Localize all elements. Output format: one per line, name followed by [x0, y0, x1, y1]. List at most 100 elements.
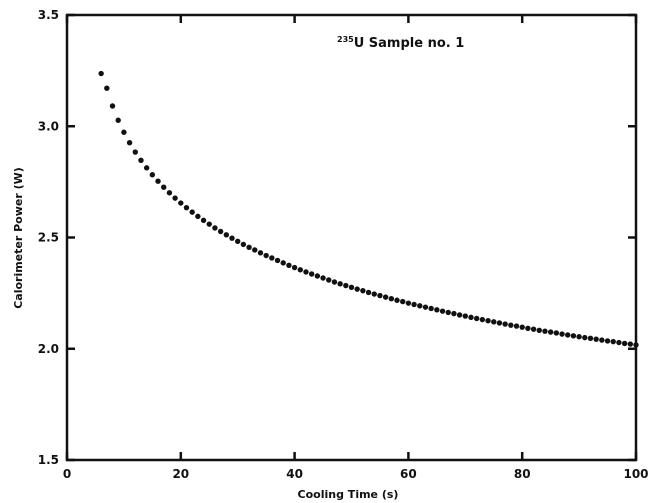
data-point	[161, 184, 167, 190]
data-point	[291, 264, 298, 271]
data-point	[155, 178, 161, 184]
data-point	[451, 310, 457, 317]
data-point	[553, 330, 560, 336]
data-point	[400, 298, 406, 305]
data-point	[570, 333, 577, 339]
data-point	[525, 325, 531, 331]
data-point	[439, 308, 446, 314]
data-point	[604, 338, 611, 344]
tick-labels: 0 20 40 60 80 100 1.5 2.0 2.5 3.0 3.5	[38, 8, 649, 481]
data-point	[621, 340, 628, 347]
data-point	[485, 318, 491, 324]
annotation-superscript: 235	[337, 35, 354, 44]
annotation: 235U Sample no. 1	[337, 35, 464, 51]
data-point	[377, 292, 383, 299]
data-point	[223, 232, 230, 238]
data-point	[149, 172, 156, 178]
data-point	[343, 282, 349, 289]
data-point	[235, 238, 241, 244]
data-point	[303, 269, 309, 275]
data-point	[263, 252, 269, 259]
x-tick-label: 60	[400, 467, 417, 481]
data-point	[559, 331, 565, 337]
x-tick-label: 0	[63, 467, 71, 481]
data-point	[104, 85, 110, 91]
data-point	[252, 247, 258, 253]
y-axis-title: Calorimeter Power (W)	[12, 167, 25, 309]
data-point	[172, 195, 178, 201]
data-point	[633, 342, 639, 348]
data-point	[269, 255, 275, 261]
data-point	[530, 326, 537, 332]
data-point	[115, 117, 121, 123]
data-point	[354, 286, 360, 292]
data-point	[126, 140, 133, 146]
data-point	[627, 341, 634, 347]
data-point	[616, 339, 622, 346]
data-point	[610, 338, 616, 345]
data-point	[417, 303, 423, 309]
data-point	[462, 313, 468, 319]
data-point	[587, 335, 594, 341]
x-axis-title: Cooling Time (s)	[298, 488, 399, 501]
data-point	[143, 165, 150, 171]
data-point	[109, 103, 116, 109]
y-tick-label: 2.0	[38, 342, 59, 356]
data-point	[360, 287, 366, 294]
data-point	[428, 305, 434, 312]
data-point	[326, 277, 332, 283]
data-point	[593, 336, 599, 342]
data-point	[183, 204, 190, 211]
data-point	[502, 321, 508, 327]
axis-ticks	[65, 13, 638, 462]
data-point	[582, 334, 588, 341]
data-point	[132, 149, 138, 155]
y-tick-label: 2.5	[38, 231, 59, 245]
data-point	[229, 235, 235, 241]
data-point	[405, 300, 412, 306]
data-point	[519, 324, 525, 330]
data-point	[246, 244, 252, 250]
plot-border	[65, 13, 638, 462]
data-point	[286, 262, 292, 269]
data-point	[479, 316, 486, 323]
data-point	[240, 241, 247, 248]
data-point	[337, 281, 343, 287]
data-point	[138, 157, 144, 163]
x-tick-label: 100	[623, 467, 648, 481]
y-tick-label: 3.5	[38, 8, 59, 22]
annotation-text: U Sample no. 1	[354, 36, 465, 51]
data-point	[257, 250, 264, 256]
data-point	[445, 309, 451, 316]
data-point	[166, 190, 173, 196]
data-point	[189, 209, 195, 215]
data-point	[542, 328, 548, 334]
data-point	[212, 225, 218, 231]
data-point	[599, 337, 605, 343]
data-point	[508, 322, 514, 328]
x-tick-label: 80	[514, 467, 531, 481]
data-point	[513, 323, 520, 329]
data-point	[274, 257, 281, 264]
data-point	[576, 334, 582, 340]
data-point	[565, 332, 571, 338]
data-point	[365, 289, 372, 296]
data-point	[206, 221, 212, 227]
data-point	[320, 275, 326, 281]
data-point	[314, 273, 321, 279]
data-point	[468, 314, 474, 321]
data-point	[547, 329, 554, 335]
data-point	[98, 70, 104, 77]
data-point	[280, 260, 286, 266]
data-point	[496, 320, 503, 326]
data-point	[434, 307, 440, 313]
data-point	[388, 295, 395, 302]
data-point	[394, 297, 400, 303]
data-point	[536, 327, 542, 333]
data-point	[491, 319, 497, 325]
x-tick-label: 20	[172, 467, 189, 481]
data-point	[382, 294, 389, 300]
data-point	[348, 284, 355, 291]
data-point	[297, 267, 303, 273]
